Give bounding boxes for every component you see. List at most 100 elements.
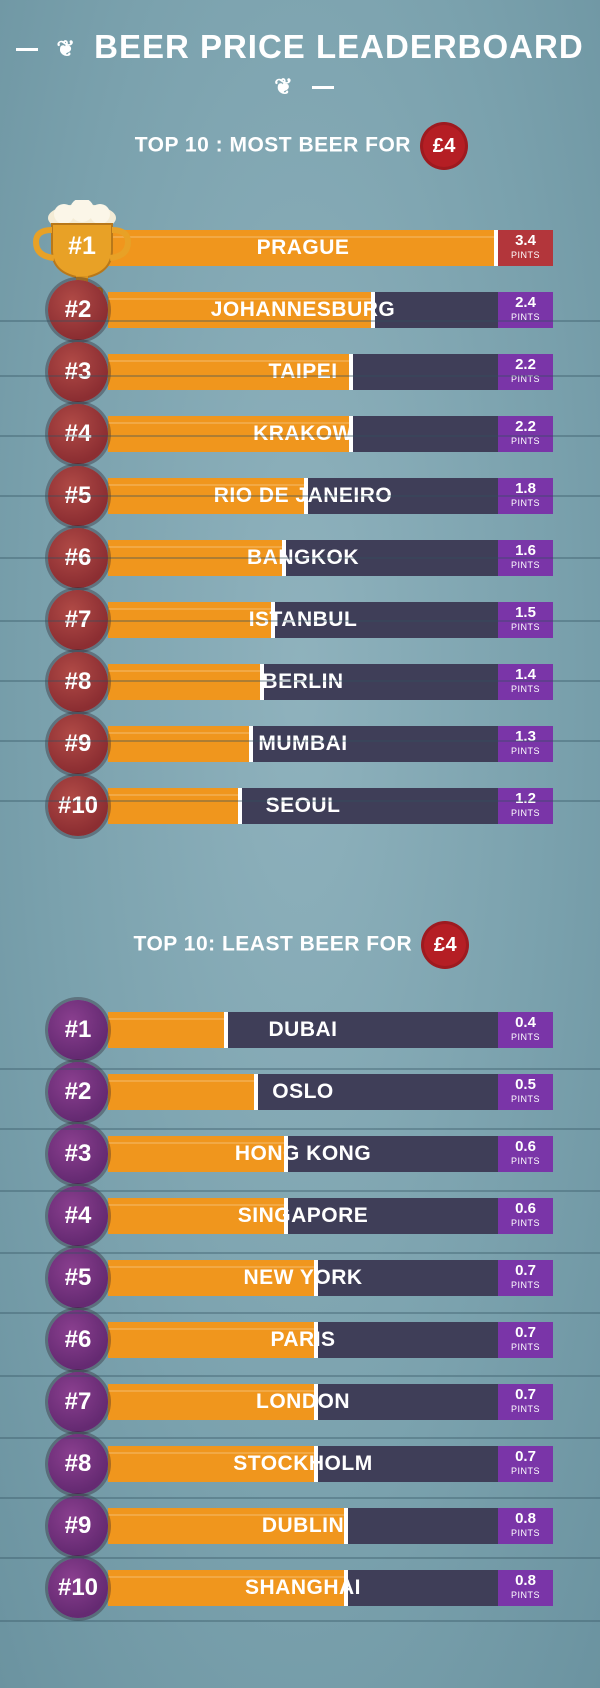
bar-track [108, 230, 498, 266]
leaderboard-row: HONG KONG 0.6 PINTS #3 [0, 1124, 600, 1184]
city-label: KRAKOW [253, 422, 353, 445]
title-dash-left [16, 47, 39, 51]
bubble-decor [108, 422, 349, 424]
bar-track [108, 1136, 498, 1172]
rank-badge: #6 [48, 528, 108, 588]
bar-track [108, 1446, 498, 1482]
page-title: ❦ BEER PRICE LEADERBOARD ❦ [0, 28, 600, 104]
city-label: DUBAI [268, 1018, 338, 1041]
trophy-icon: #1 [30, 198, 134, 306]
pints-value: 0.4 [515, 1014, 536, 1031]
pints-unit: PINTS [510, 436, 540, 446]
leaderboard-row: DUBLIN 0.8 PINTS #9 [0, 1496, 600, 1556]
bubble-decor [108, 608, 271, 610]
pints-value-box: 0.5 PINTS [498, 1074, 553, 1110]
bar-track [108, 1198, 498, 1234]
city-label: JOHANNESBURG [210, 298, 396, 321]
background-stripe [0, 375, 600, 377]
bubble-decor [108, 1266, 314, 1268]
pints-value: 1.4 [515, 666, 536, 683]
pints-value: 0.6 [515, 1200, 536, 1217]
background-stripe [0, 1437, 600, 1439]
leaderboard-row: DUBAI 0.4 PINTS #1 [0, 1000, 600, 1060]
background-stripe [0, 740, 600, 742]
pints-value: 3.4 [515, 232, 536, 249]
city-label: RIO DE JANEIRO [213, 484, 393, 507]
rank-badge: #3 [48, 1124, 108, 1184]
leaderboard-row: STOCKHOLM 0.7 PINTS #8 [0, 1434, 600, 1494]
background-stripe [0, 620, 600, 622]
pints-value-box: 3.4 PINTS [498, 230, 553, 266]
pints-unit: PINTS [510, 808, 540, 818]
city-label: OSLO [272, 1080, 334, 1103]
bubble-decor [108, 546, 283, 548]
bar-track [108, 1384, 498, 1420]
city-label: TAIPEI [268, 360, 338, 383]
pints-unit: PINTS [510, 374, 540, 384]
beer-bar [108, 1012, 228, 1048]
pints-unit: PINTS [510, 622, 540, 632]
beer-bar [108, 788, 242, 824]
beer-bar [108, 1384, 318, 1420]
leaderboard-row: TAIPEI 2.2 PINTS #3 [0, 342, 600, 402]
background-stripe [0, 1252, 600, 1254]
background-stripe [0, 495, 600, 497]
leaderboard-row: BERLIN 1.4 PINTS #8 [0, 652, 600, 712]
pints-value-box: 0.6 PINTS [498, 1136, 553, 1172]
bubble-decor [108, 484, 305, 486]
beer-bar [108, 1322, 318, 1358]
beer-bar [108, 354, 353, 390]
pints-value-box: 1.2 PINTS [498, 788, 553, 824]
pints-value: 2.4 [515, 294, 536, 311]
pints-unit: PINTS [510, 1280, 540, 1290]
wheat-icon: ❦ [56, 36, 76, 62]
background-stripe [0, 680, 600, 682]
leaderboard-row: NEW YORK 0.7 PINTS #5 [0, 1248, 600, 1308]
rank-badge: #8 [48, 652, 108, 712]
rank-label: #1 [68, 232, 96, 260]
background-stripe [0, 1190, 600, 1192]
city-label: BANGKOK [247, 546, 359, 569]
city-label: SHANGHAI [244, 1576, 361, 1599]
leaderboard-row: ISTANBUL 1.5 PINTS #7 [0, 590, 600, 650]
bar-track [108, 478, 498, 514]
pints-value: 0.7 [515, 1448, 536, 1465]
city-label: PARIS [270, 1328, 336, 1351]
pints-unit: PINTS [510, 1528, 540, 1538]
pints-unit: PINTS [510, 1032, 540, 1042]
leaderboard-row: OSLO 0.5 PINTS #2 [0, 1062, 600, 1122]
city-label: DUBLIN [261, 1514, 345, 1537]
background-stripe [0, 1128, 600, 1130]
leaderboard-row: JOHANNESBURG 2.4 PINTS #2 [0, 280, 600, 340]
city-label: BERLIN [262, 670, 344, 693]
beer-bar [108, 292, 376, 328]
leaderboard-row: MUMBAI 1.3 PINTS #9 [0, 714, 600, 774]
bubble-decor [108, 1576, 344, 1578]
rank-badge: #3 [48, 342, 108, 402]
beer-bar [108, 1508, 348, 1544]
rank-badge: #8 [48, 1434, 108, 1494]
background-stripe [0, 320, 600, 322]
pints-value: 1.3 [515, 728, 536, 745]
bar-track [108, 292, 498, 328]
pints-value-box: 0.8 PINTS [498, 1570, 553, 1606]
pints-value: 1.2 [515, 790, 536, 807]
bar-track [108, 540, 498, 576]
bar-track [108, 1322, 498, 1358]
bubble-decor [108, 360, 349, 362]
bar-track [108, 1074, 498, 1110]
beer-bar [108, 602, 275, 638]
pints-value: 1.8 [515, 480, 536, 497]
pints-unit: PINTS [510, 746, 540, 756]
pints-value: 0.5 [515, 1076, 536, 1093]
pints-value: 2.2 [515, 356, 536, 373]
pints-value-box: 0.7 PINTS [498, 1260, 553, 1296]
pints-value-box: 1.3 PINTS [498, 726, 553, 762]
leaderboard-row: LONDON 0.7 PINTS #7 [0, 1372, 600, 1432]
rank-badge: #5 [48, 1248, 108, 1308]
pints-unit: PINTS [510, 1466, 540, 1476]
beer-bar [108, 1136, 288, 1172]
pints-unit: PINTS [510, 684, 540, 694]
bubble-decor [108, 1452, 314, 1454]
pints-value-box: 2.2 PINTS [498, 416, 553, 452]
